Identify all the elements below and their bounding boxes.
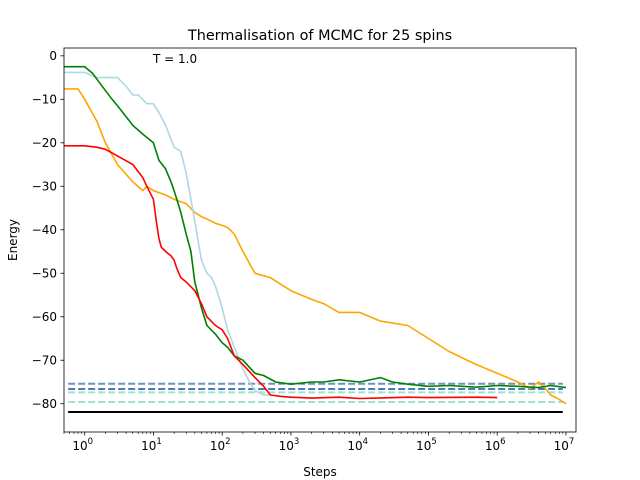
series-line-orange	[64, 88, 567, 405]
y-tick-label: −80	[32, 397, 57, 411]
series-line-lightblue	[64, 71, 271, 396]
y-tick-label: −60	[32, 310, 57, 324]
series-line-green	[64, 65, 567, 389]
plot-area: 100 101 102 103 104 105 106 1070−10−20−30−40−50…	[32, 47, 577, 453]
x-tick-exponent: 2	[225, 437, 230, 447]
x-tick-exponent: 0	[88, 437, 93, 447]
y-tick-label: −10	[32, 93, 57, 107]
axes-frame	[63, 47, 577, 433]
x-tick-exponent: 5	[431, 437, 436, 447]
y-tick-label: −30	[32, 180, 57, 194]
series-line-red	[64, 145, 498, 400]
y-tick-label: −70	[32, 354, 57, 368]
y-axis-label: Energy	[6, 219, 20, 261]
y-tick-label: −50	[32, 267, 57, 281]
x-axis-label: Steps	[303, 465, 337, 479]
x-tick-exponent: 4	[363, 437, 368, 447]
y-tick-label: 0	[49, 49, 57, 63]
y-tick-label: −20	[32, 136, 57, 150]
x-tick-exponent: 7	[569, 437, 574, 447]
chart-title: Thermalisation of MCMC for 25 spins	[187, 28, 452, 44]
x-tick-exponent: 3	[294, 437, 299, 447]
temperature-annotation: T = 1.0	[152, 52, 197, 66]
y-tick-label: −40	[32, 223, 57, 237]
x-tick-exponent: 6	[500, 437, 505, 447]
x-tick-exponent: 1	[156, 437, 161, 447]
